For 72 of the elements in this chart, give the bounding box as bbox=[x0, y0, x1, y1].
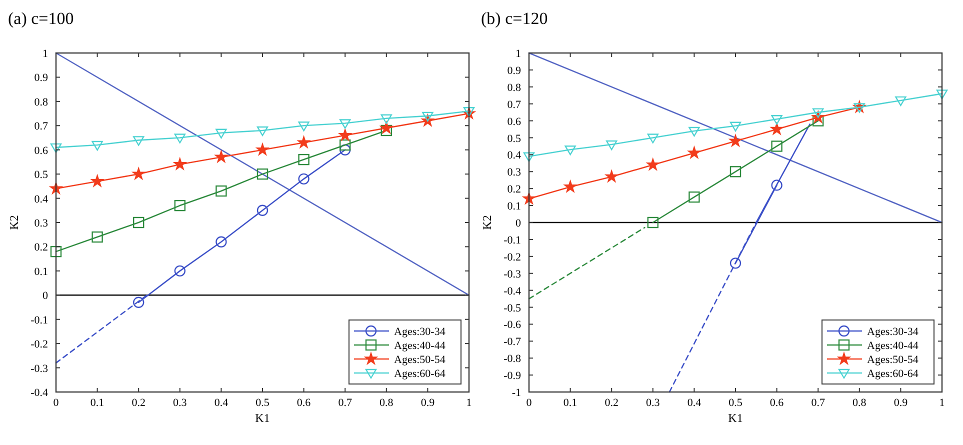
x-tick-label: 0.4 bbox=[214, 397, 229, 409]
x-tick-label: 0.6 bbox=[296, 397, 312, 409]
y-tick-label: 0.1 bbox=[507, 200, 521, 213]
y-tick-label: 0.8 bbox=[34, 96, 48, 108]
y-tick-label: 0.2 bbox=[507, 184, 521, 196]
y-tick-label: -0.1 bbox=[504, 234, 521, 246]
legend-label: Ages:50-54 bbox=[867, 354, 919, 366]
x-axis-title: K1 bbox=[255, 411, 270, 425]
y-tick-label: 0.3 bbox=[507, 166, 522, 179]
y-tick-label: 0.7 bbox=[507, 98, 522, 111]
y-tick-label: 0.1 bbox=[34, 266, 48, 278]
x-tick-label: 0 bbox=[53, 397, 60, 409]
legend-label: Ages:30-34 bbox=[867, 326, 919, 338]
x-tick-label: 0.9 bbox=[894, 397, 908, 409]
y-tick-label: 0.7 bbox=[34, 120, 48, 133]
legend-label: Ages:50-54 bbox=[394, 354, 446, 366]
y-tick-label: 0.2 bbox=[34, 242, 48, 254]
x-tick-label: 0.2 bbox=[132, 397, 146, 409]
y-tick-label: -0.2 bbox=[30, 338, 48, 351]
y-tick-label: -0.3 bbox=[504, 268, 522, 280]
y-tick-label: 0.6 bbox=[34, 144, 48, 157]
y-tick-label: -0.6 bbox=[504, 319, 522, 332]
legend-label: Ages:40-44 bbox=[394, 340, 446, 352]
y-tick-label: -1 bbox=[512, 387, 521, 399]
legend-label: Ages:30-34 bbox=[394, 326, 446, 338]
y-tick-label: 0.4 bbox=[507, 150, 522, 162]
x-tick-label: 0.3 bbox=[646, 397, 660, 409]
chart-title: (b) c=120 bbox=[481, 9, 548, 28]
x-tick-label: 0.3 bbox=[173, 397, 188, 409]
x-tick-label: 0.2 bbox=[604, 397, 618, 409]
y-tick-label: 0.5 bbox=[34, 169, 48, 182]
y-tick-label: -0.8 bbox=[504, 353, 522, 366]
y-tick-label: 1 bbox=[42, 48, 48, 60]
y-tick-label: -0.3 bbox=[30, 362, 48, 375]
x-tick-label: 1 bbox=[466, 397, 472, 409]
y-tick-label: 0.6 bbox=[507, 116, 522, 128]
y-tick-label: -0.4 bbox=[504, 285, 522, 298]
y-axis-title: K2 bbox=[480, 215, 494, 230]
y-tick-label: 0.4 bbox=[34, 193, 48, 206]
y-tick-label: 0.5 bbox=[507, 132, 522, 145]
x-axis-title: K1 bbox=[728, 411, 743, 425]
y-tick-label: 0.8 bbox=[507, 82, 522, 94]
y-tick-label: -0.4 bbox=[30, 387, 48, 399]
chart-title: (a) c=100 bbox=[8, 9, 74, 28]
y-tick-label: 0.9 bbox=[507, 64, 522, 77]
y-tick-label: 0 bbox=[42, 290, 48, 302]
y-tick-label: -0.2 bbox=[504, 251, 521, 264]
x-tick-label: 1 bbox=[939, 397, 945, 409]
x-tick-label: 0.7 bbox=[338, 397, 352, 409]
x-tick-label: 0.4 bbox=[687, 397, 702, 409]
x-tick-label: 0 bbox=[526, 397, 532, 409]
x-tick-label: 0.1 bbox=[90, 397, 104, 409]
x-tick-label: 0.5 bbox=[256, 397, 270, 409]
y-tick-label: 0 bbox=[516, 218, 522, 230]
y-tick-label: -0.1 bbox=[30, 314, 48, 326]
y-tick-label: 0.3 bbox=[34, 218, 48, 230]
y-tick-label: -0.5 bbox=[504, 302, 522, 314]
x-tick-label: 0.9 bbox=[420, 397, 436, 409]
x-tick-label: 0.8 bbox=[380, 397, 394, 409]
y-tick-label: 1 bbox=[516, 48, 521, 60]
x-tick-label: 0.1 bbox=[563, 397, 578, 409]
y-axis-title: K2 bbox=[7, 215, 21, 230]
legend-label: Ages:60-64 bbox=[867, 368, 919, 380]
x-tick-label: 0.5 bbox=[728, 397, 743, 409]
y-tick-label: -0.9 bbox=[504, 370, 522, 382]
x-tick-label: 0.6 bbox=[770, 397, 784, 409]
y-tick-label: 0.9 bbox=[34, 72, 48, 84]
legend-label: Ages:60-64 bbox=[394, 368, 446, 380]
y-tick-label: -0.7 bbox=[504, 336, 522, 348]
x-tick-label: 0.7 bbox=[811, 397, 826, 409]
x-tick-label: 0.8 bbox=[852, 397, 867, 409]
legend-label: Ages:40-44 bbox=[867, 340, 919, 352]
